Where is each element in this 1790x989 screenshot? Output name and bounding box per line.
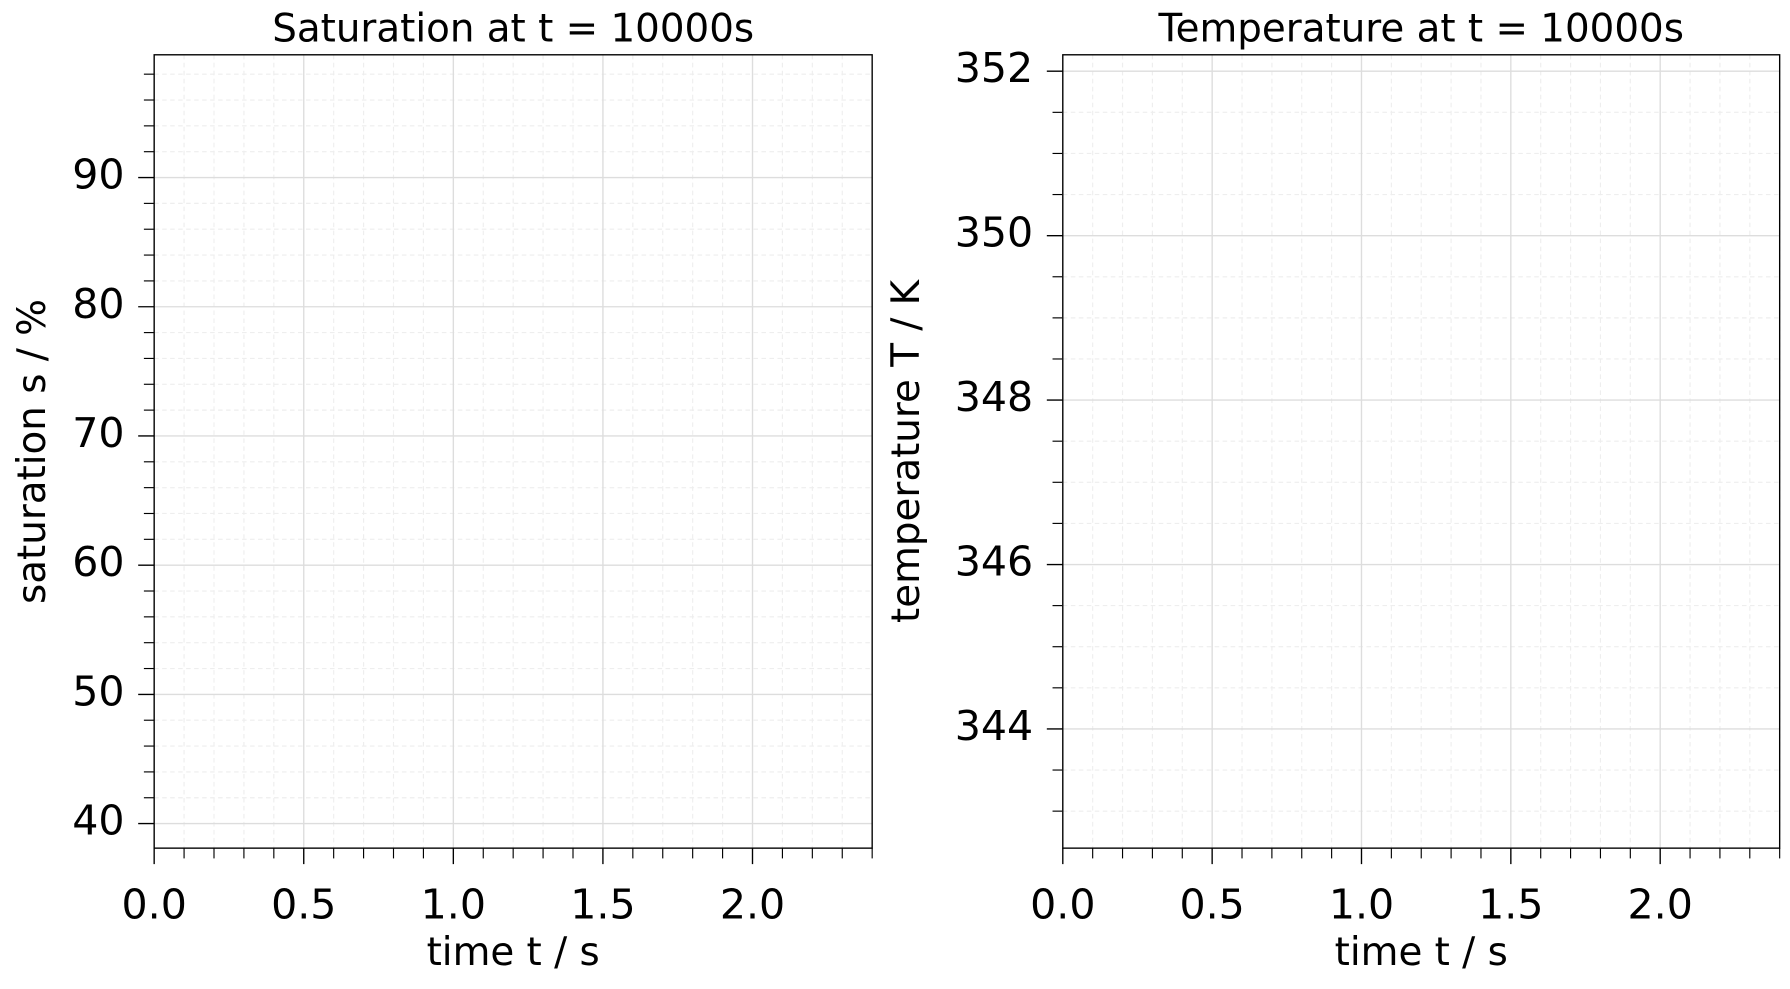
y-tick-label: 352 [955,44,1033,92]
chart-title: Saturation at t = 10000s [272,6,754,51]
x-tick-label: 0.0 [121,880,186,928]
y-tick-label: 70 [72,409,124,457]
y-tick-label: 80 [72,280,124,328]
y-tick-label: 348 [955,373,1033,421]
x-tick-label: 0.5 [1179,880,1244,928]
x-tick-label: 2.0 [1628,880,1693,928]
chart-title: Temperature at t = 10000s [1158,6,1684,51]
y-tick-label: 60 [72,538,124,586]
x-axis-label: time t / s [427,930,600,975]
x-tick-label: 1.5 [1478,880,1543,928]
x-tick-label: 0.0 [1030,880,1095,928]
x-axis-label: time t / s [1335,930,1508,975]
x-tick-label: 1.0 [1329,880,1394,928]
y-axis-label: temperature T / K [884,278,929,623]
y-tick-label: 50 [72,667,124,715]
y-axis-label: saturation s / % [10,299,55,604]
plot-frame [1062,54,1781,849]
y-tick-label: 350 [955,209,1033,257]
x-tick-label: 1.0 [421,880,486,928]
y-tick-label: 346 [955,538,1033,586]
y-tick-label: 344 [955,702,1033,750]
x-tick-label: 1.5 [570,880,635,928]
plot-frame [153,54,873,849]
y-tick-label: 90 [72,151,124,199]
x-tick-label: 0.5 [271,880,336,928]
x-tick-label: 2.0 [720,880,785,928]
y-tick-label: 40 [72,797,124,845]
